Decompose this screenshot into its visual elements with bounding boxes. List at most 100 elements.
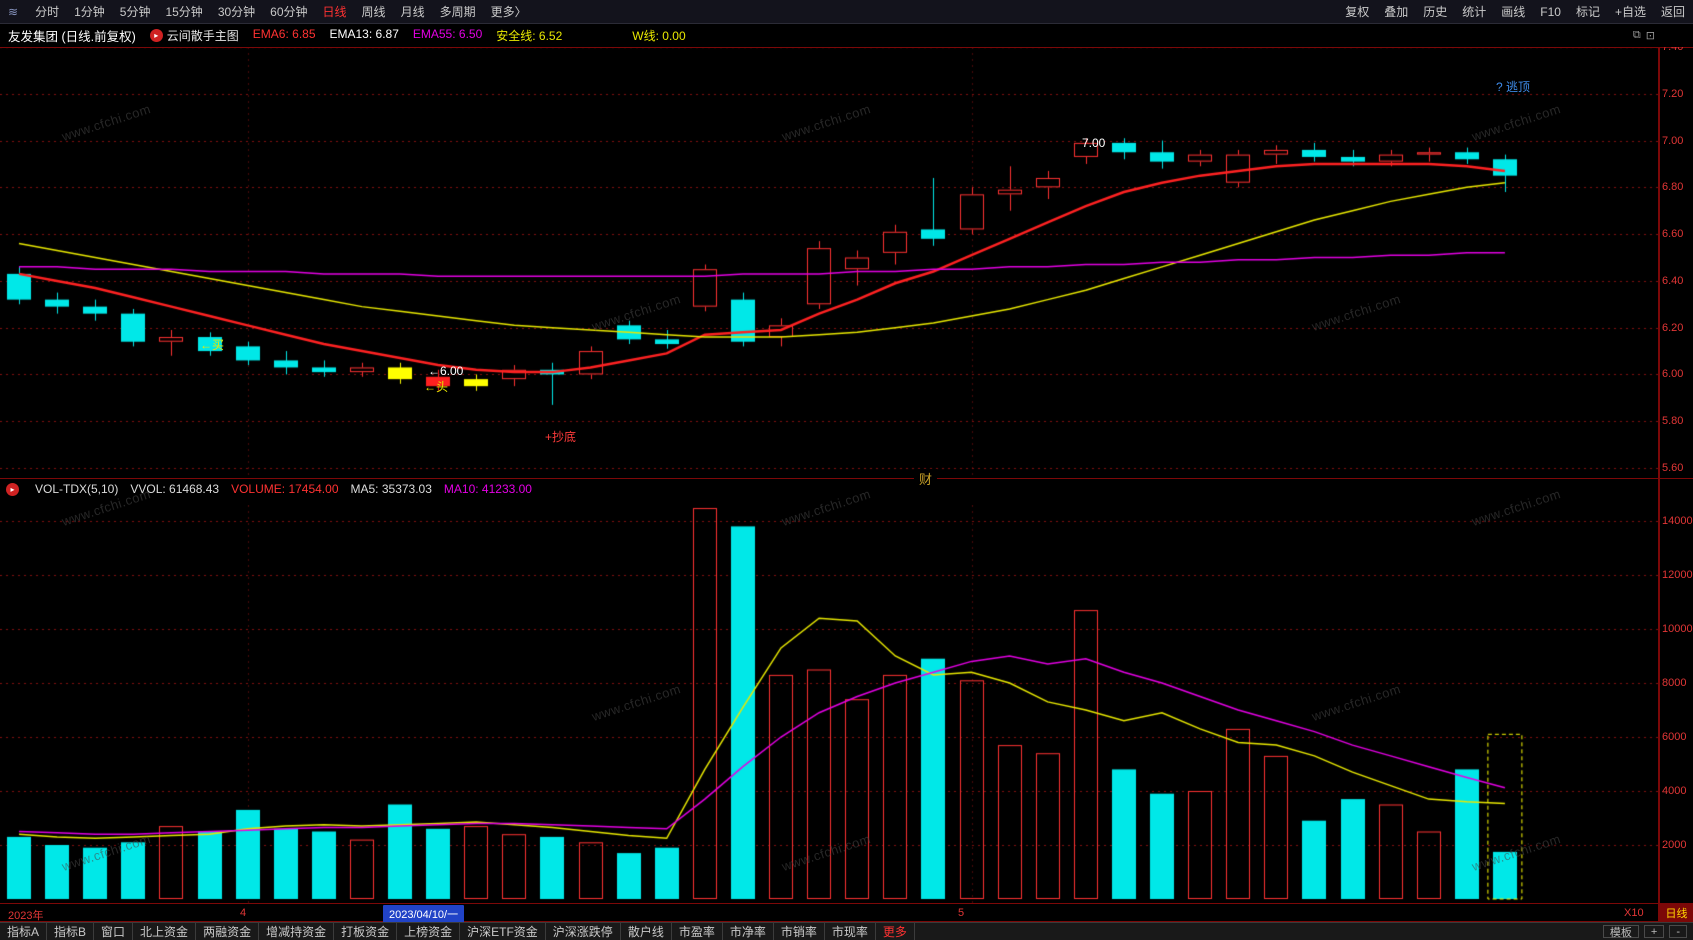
bottom-tab[interactable]: 打板资金: [334, 923, 398, 940]
bottom-tab[interactable]: 指标B: [47, 923, 95, 940]
indicator-value: EMA6: 6.85: [252, 27, 316, 41]
window-icon[interactable]: ⧉: [1632, 29, 1641, 41]
tab-tool-button[interactable]: 模板: [1602, 925, 1639, 939]
period-menu-item[interactable]: 30分钟: [217, 5, 256, 19]
tools-menu: 复权 叠加 历史 统计 画线 F10 标记 +自选 返回: [1345, 3, 1685, 20]
bottom-tab[interactable]: 指标A: [0, 923, 48, 940]
date-tick: 2023年: [8, 910, 44, 922]
axis-column-border: [1658, 47, 1660, 921]
ma5-value: MA5: 35373.03: [350, 482, 432, 496]
bottom-tab[interactable]: 市销率: [774, 923, 825, 940]
period-menu-item[interactable]: 周线: [361, 5, 386, 19]
indicator-value: 安全线: 6.52: [496, 29, 563, 43]
chart-annotation: 7.00: [1082, 136, 1106, 150]
chart-annotation: +抄底: [545, 430, 577, 444]
bottom-tab[interactable]: 窗口: [94, 923, 134, 940]
bottom-tab[interactable]: 上榜资金: [397, 923, 461, 940]
price-axis-label: 7.00: [1662, 134, 1684, 147]
bottom-tab[interactable]: 两融资金: [196, 923, 260, 940]
vvol-value: VVOL: 61468.43: [130, 482, 220, 496]
tool-menu-item[interactable]: F10: [1540, 4, 1561, 19]
bottom-tab[interactable]: 增减持资金: [259, 923, 335, 940]
tabbar-tools: 模板 + -: [1598, 923, 1693, 940]
tool-menu-item[interactable]: 叠加: [1384, 5, 1409, 19]
period-menu: ≋ 分时 1分钟 5分钟 15分钟 30分钟 60分钟 日线 周线 月线 多周期 更多〉: [8, 3, 527, 20]
indicator-values: EMA6: 6.85 EMA13: 6.87 EMA55: 6.50 安全线: 6.5…: [239, 27, 686, 44]
app-icon[interactable]: ≋: [8, 4, 19, 19]
date-tick: 5: [958, 907, 965, 919]
bottom-tab[interactable]: 市盈率: [672, 923, 723, 940]
bottom-tab-more[interactable]: 更多: [876, 923, 915, 940]
pane-border-top: [0, 47, 1693, 48]
titlebar: 友发集团 (日线.前复权) ▸ 云间散手主图 EMA6: 6.85 EMA13: …: [0, 24, 1693, 47]
indicator-value: W线: 0.00: [632, 29, 686, 43]
tool-menu-item[interactable]: 统计: [1462, 5, 1487, 19]
volume-chart-canvas[interactable]: [0, 505, 1658, 903]
pane-divider: [0, 478, 1693, 479]
bottom-tab[interactable]: 市现率: [825, 923, 876, 940]
period-menu-item[interactable]: 5分钟: [119, 5, 151, 19]
tool-menu-item[interactable]: 标记: [1575, 5, 1600, 19]
chart-annotation: ←6.00: [428, 364, 464, 378]
window-icon[interactable]: ⊡: [1645, 30, 1655, 42]
period-menu-item[interactable]: 1分钟: [74, 5, 105, 19]
chart-annotation: ←买: [200, 338, 225, 352]
volume-axis-label: 4000: [1662, 785, 1687, 797]
tool-menu-item[interactable]: 返回: [1660, 5, 1685, 19]
volume-axis-label: 8000: [1662, 677, 1687, 689]
date-row-border: [0, 921, 1693, 922]
date-axis: X10 2023年 4 2023/04/10/一 5: [0, 904, 1658, 923]
divider-label: 财: [914, 469, 938, 488]
indicator-icon[interactable]: ▸: [6, 482, 19, 496]
volume-axis-label: 2000: [1662, 839, 1687, 851]
indicator-icon[interactable]: ▸: [149, 29, 163, 42]
chart-annotation: ←头: [424, 380, 449, 394]
indicator-value: EMA13: 6.87: [329, 27, 399, 41]
bottom-tab[interactable]: 市净率: [723, 923, 774, 940]
indicator-name: 云间散手主图: [166, 29, 239, 43]
window-icons: ⧉ ⊡: [1633, 29, 1655, 42]
top-menubar: ≋ 分时 1分钟 5分钟 15分钟 30分钟 60分钟 日线 周线 月线 多周期 更多〉 复权 叠加历…: [0, 0, 1693, 24]
period-menu-item[interactable]: 更多〉: [490, 5, 527, 19]
bottom-tab[interactable]: 北上资金: [133, 923, 197, 940]
price-axis-label: 6.00: [1662, 368, 1684, 381]
date-tick: 4: [240, 907, 247, 919]
bottom-tab[interactable]: 沪深涨跌停: [546, 923, 621, 940]
volume-value: VOLUME: 17454.00: [231, 482, 339, 496]
period-menu-item[interactable]: 多周期: [439, 5, 476, 19]
volume-axis-label: 6000: [1662, 731, 1687, 743]
tool-menu-item[interactable]: 历史: [1423, 5, 1448, 19]
volume-multiplier: X10: [1624, 907, 1644, 919]
tool-menu-item[interactable]: +自选: [1614, 5, 1646, 19]
period-menu-item[interactable]: 15分钟: [165, 5, 203, 19]
volume-axis-label: 14000: [1662, 515, 1693, 527]
tab-tool-button[interactable]: +: [1643, 925, 1665, 938]
price-axis-label: 6.40: [1662, 274, 1684, 287]
period-label: 日线: [1660, 904, 1693, 921]
indicator-value: EMA55: 6.50: [412, 27, 483, 41]
tool-menu-item[interactable]: 复权: [1345, 5, 1370, 19]
bottom-tabbar: 指标A 指标B 窗口 北上资金 两融资金 增减持资金 打板资金 上榜资金 沪深ETF资金 沪深涨跌…: [0, 922, 1693, 940]
bottom-tab[interactable]: 沪深ETF资金: [460, 923, 546, 940]
volume-header: ▸ VOL-TDX(5,10) VVOL: 61468.43 VOLUME: 1…: [6, 482, 532, 496]
period-menu-item[interactable]: 日线: [322, 5, 347, 19]
period-menu-item[interactable]: 分时: [35, 5, 60, 19]
period-menu-item[interactable]: 60分钟: [270, 5, 308, 19]
pane-border-volume-bottom: [0, 903, 1693, 904]
volume-axis-label: 12000: [1662, 569, 1693, 581]
price-axis-label: 5.80: [1662, 415, 1684, 428]
volume-axis-label: 10000: [1662, 623, 1693, 635]
period-menu-item[interactable]: 月线: [400, 5, 425, 19]
price-axis-label: 6.20: [1662, 321, 1684, 334]
main-chart-canvas[interactable]: [0, 47, 1658, 478]
bottom-tab[interactable]: 散户线: [621, 923, 672, 940]
price-axis-label: 7.20: [1662, 87, 1684, 100]
ma10-value: MA10: 41233.00: [443, 482, 532, 496]
date-tick: 2023/04/10/一: [383, 905, 465, 923]
stock-title: 友发集团 (日线.前复权): [8, 30, 136, 44]
tool-menu-item[interactable]: 画线: [1501, 5, 1526, 19]
tab-tool-button[interactable]: -: [1669, 925, 1687, 938]
chart-annotation: ? 逃顶: [1496, 80, 1531, 94]
price-axis-label: 5.60: [1662, 462, 1684, 475]
